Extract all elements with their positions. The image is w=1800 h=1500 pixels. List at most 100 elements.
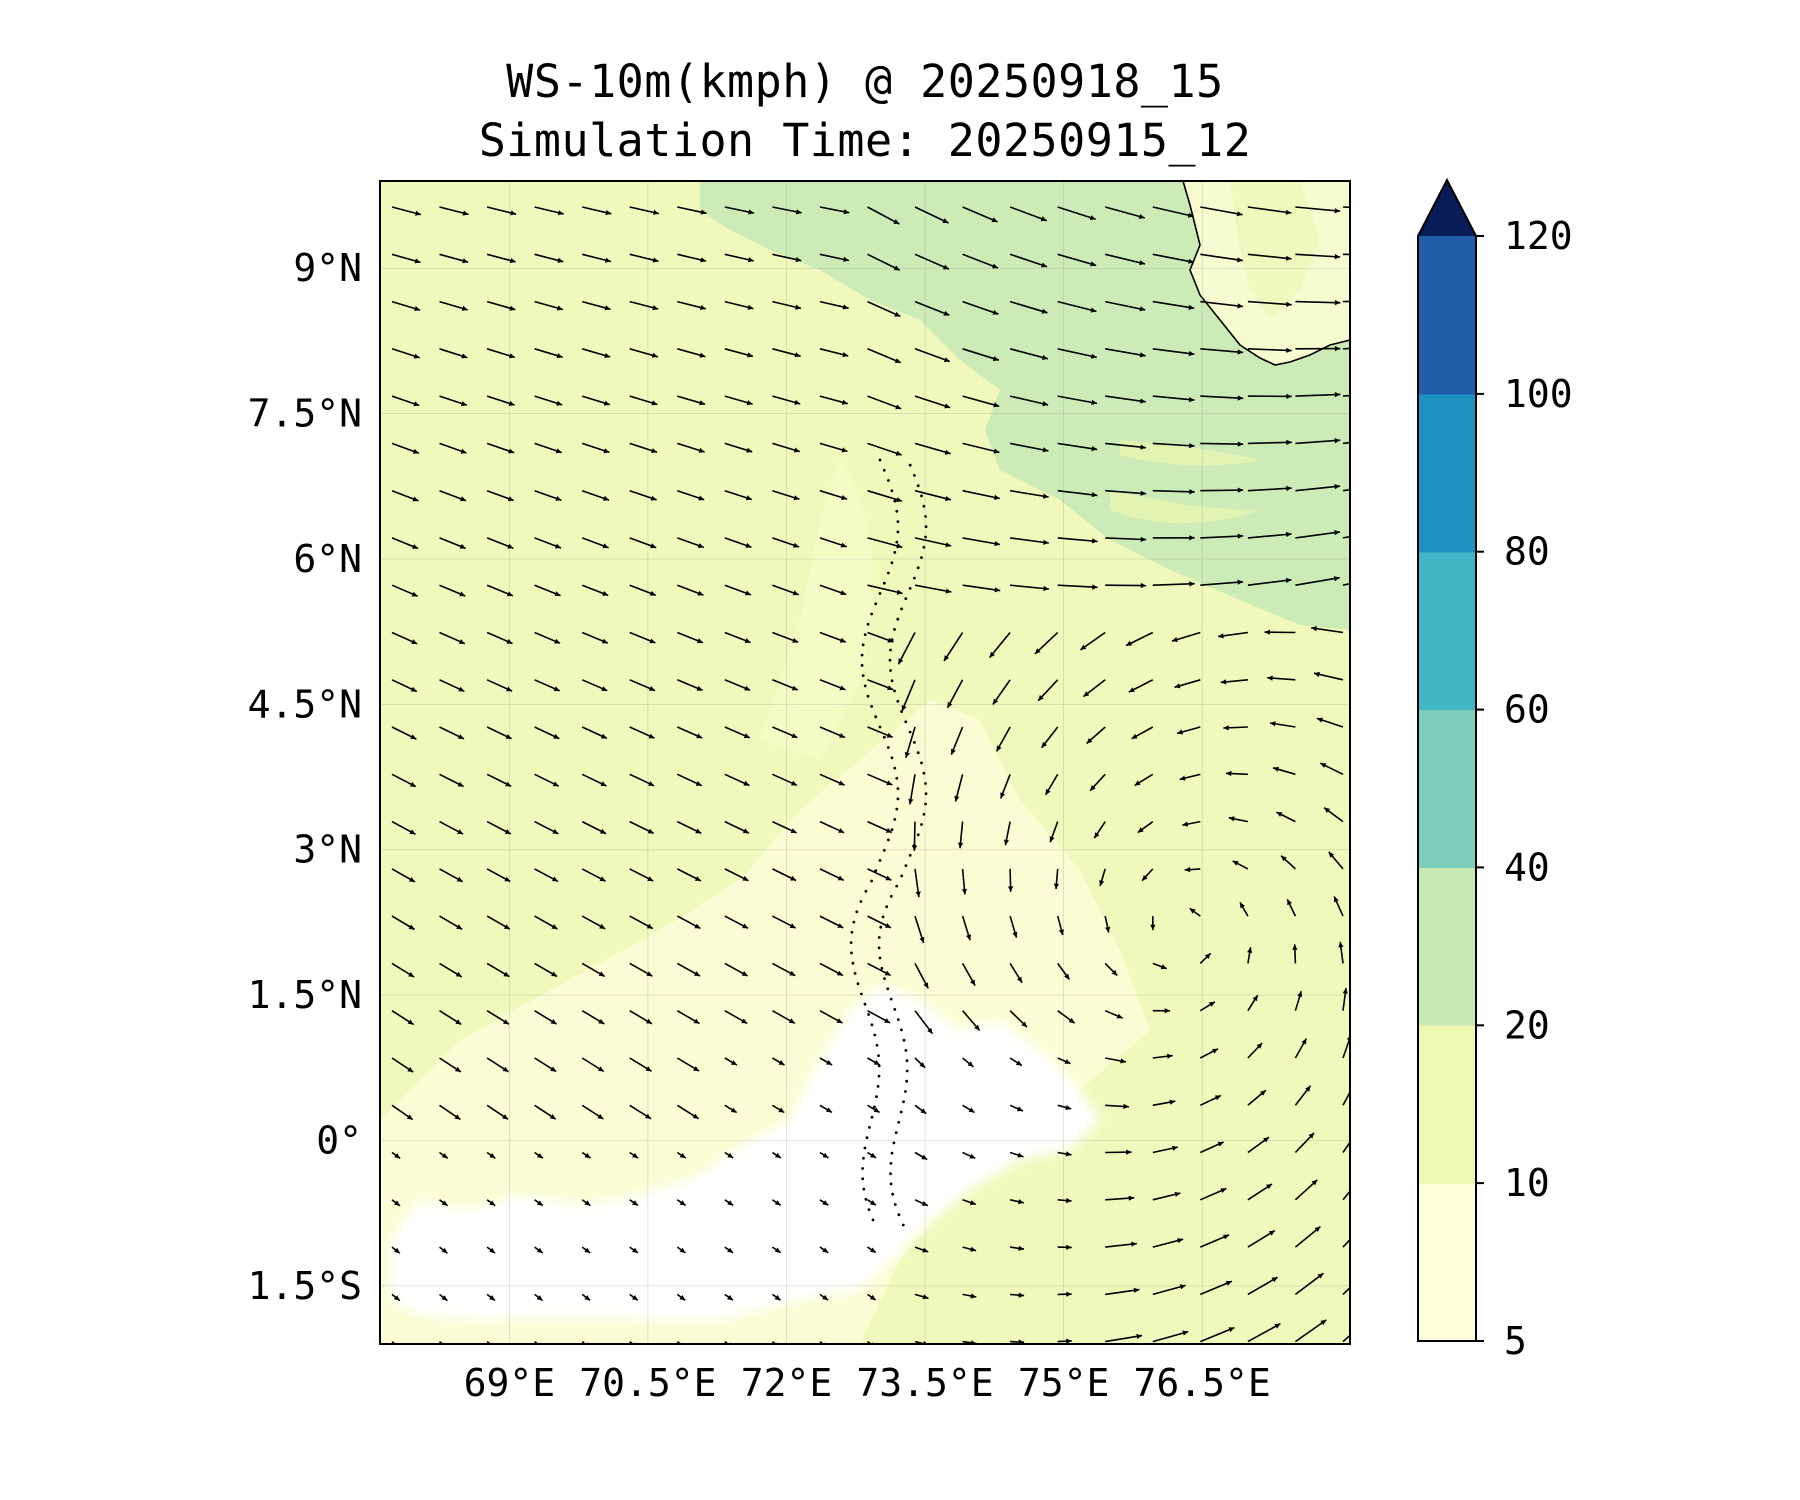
colorbar-segment [1418,867,1476,1026]
wind-arrow-shaft [1105,442,1147,449]
wind-arrow-shaft [1247,300,1292,306]
wind-arrow-shaft [897,632,916,665]
wind-arrow-head [692,1113,699,1119]
wind-arrow-head [838,780,845,786]
wind-arrow-head [455,971,462,977]
wind-arrow-head [1043,585,1049,592]
wind-arrow-head [461,401,467,407]
atoll-dot [922,545,926,549]
wind-arrow-head [895,450,902,456]
wind-arrow-head [645,1018,652,1024]
wind-arrow-head [1256,1043,1263,1049]
wind-arrow-head [790,828,797,833]
wind-arrow-head [1218,633,1224,639]
wind-arrow-head [795,209,802,215]
wind-arrow-head [745,542,752,548]
colorbar-tick-label: 10 [1504,1161,1550,1205]
wind-arrow-shaft [1057,253,1097,267]
atoll-dot [902,1100,905,1104]
wind-arrow-head [1338,941,1344,948]
wind-arrow-shaft [914,206,949,224]
wind-arrow-head [921,1201,928,1206]
wind-arrow-head [1264,629,1270,635]
wind-arrow-head [602,591,609,596]
wind-arrow-shaft [1295,300,1341,304]
wind-arrow-head [969,1200,976,1206]
wind-arrow-shaft [962,300,999,315]
wind-arrow-head [506,686,513,692]
wind-arrow-head [741,971,748,976]
wind-arrow-head [506,638,513,644]
wind-arrow-head [746,400,753,406]
wind-arrow-head [727,1247,733,1253]
wind-arrow-head [1383,206,1389,211]
wind-arrow-shaft [1247,487,1292,492]
wind-arrow-head [1090,307,1097,313]
atoll-dot [896,617,900,621]
wind-arrow-shaft [1057,442,1098,451]
wind-arrow-head [1137,827,1144,833]
atoll-dot [889,669,892,672]
wind-arrow-head [502,1066,509,1072]
atoll-dot [876,1085,880,1088]
wind-arrow-head [840,542,847,548]
wind-arrow-head [794,399,801,405]
wind-arrow-shaft [1105,300,1146,311]
wind-arrow-head [993,448,1000,454]
wind-arrow-head [489,1153,496,1159]
wind-arrow-head [1297,991,1303,998]
atoll-dot [905,1079,909,1083]
wind-arrow-head [555,448,562,454]
wind-arrow-head [600,733,607,739]
atoll-dot [913,741,916,744]
wind-arrow-head [1090,785,1096,791]
wind-arrow-head [632,1152,639,1159]
wind-arrow-head [923,982,929,989]
atoll-dot [883,977,886,980]
lon-tick-label: 69°E [464,1361,556,1405]
wind-arrow-head [459,543,466,549]
wind-arrow-head [1041,308,1048,314]
wind-arrow-shaft [1295,439,1341,445]
wind-arrow-head [408,972,415,977]
wind-arrow-shaft [724,1340,730,1344]
wind-arrow-head [744,685,751,691]
wind-arrow-head [886,780,893,786]
wind-arrow-head [409,877,415,882]
wind-arrow-head [462,210,469,216]
wind-arrow-shaft [1152,489,1195,493]
wind-arrow-head [394,1200,400,1206]
wind-arrow-head [552,781,559,787]
wind-arrow-head [822,1247,829,1253]
wind-arrow-head [603,495,609,501]
wind-arrow-head [537,1153,543,1159]
atoll-dot [877,1054,880,1057]
wind-arrow-head [1286,393,1292,399]
wind-arrow-head [645,1066,652,1072]
colorbar-segment [1418,1025,1476,1184]
wind-arrow-head [503,924,510,930]
wind-arrow-head [1018,1245,1024,1251]
atoll-dot [861,643,865,647]
wind-arrow-head [793,495,800,501]
wind-arrow-head [778,1060,785,1065]
wind-arrow-head [507,496,514,502]
wind-arrow-head [1237,349,1244,355]
atoll-dot [905,1059,909,1063]
atoll-dot [882,848,886,852]
wind-arrow-head [502,1114,508,1120]
wind-arrow-head [970,1293,977,1299]
atoll-dot [873,1105,876,1109]
atoll-dot [890,561,894,565]
wind-arrow-head [1140,444,1146,450]
wind-arrow-shaft [867,537,903,549]
wind-arrow-head [699,305,706,310]
wind-arrow-head [441,1247,448,1254]
wind-arrow-shaft [1247,533,1292,539]
wind-arrow-shaft [914,300,950,317]
wind-arrow-shaft [914,348,951,363]
wind-arrow-head [1188,304,1195,310]
colorbar-tick-label: 40 [1504,845,1550,889]
wind-arrow-head [1220,1188,1227,1193]
lat-tick-label: 1.5°S [248,1264,362,1308]
